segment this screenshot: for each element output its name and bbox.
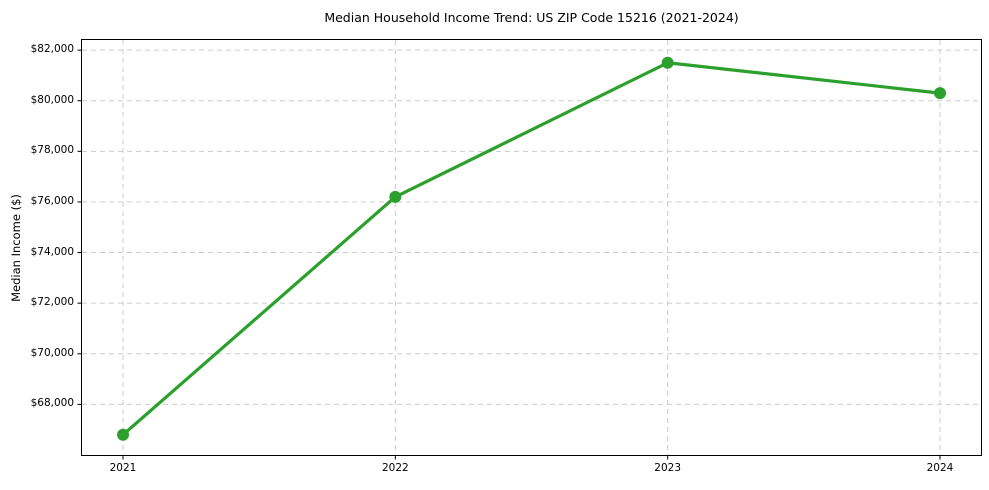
y-tick-label: $80,000 [30,93,74,106]
data-point-2024 [934,87,946,100]
x-tick-label: 2022 [381,462,409,474]
data-point-2021 [117,428,129,441]
y-tick-label: $74,000 [30,245,74,258]
y-tick-label: $70,000 [30,346,74,359]
y-tick-label: $82,000 [30,43,74,56]
y-tick-label: $76,000 [30,194,74,207]
income-trend-line [121,61,942,437]
data-point-2022 [389,190,402,203]
y-tick-label: $72,000 [30,296,74,309]
y-tick-label: $78,000 [30,144,74,157]
plot-frame [81,39,982,456]
chart-title: Median Household Income Trend: US ZIP Co… [324,10,739,25]
y-tick-label: $68,000 [30,397,74,410]
x-tick-label: 2024 [926,462,954,474]
data-point-2023 [661,56,674,69]
x-tick-label: 2021 [109,462,137,474]
x-tick-label: 2023 [654,462,682,474]
